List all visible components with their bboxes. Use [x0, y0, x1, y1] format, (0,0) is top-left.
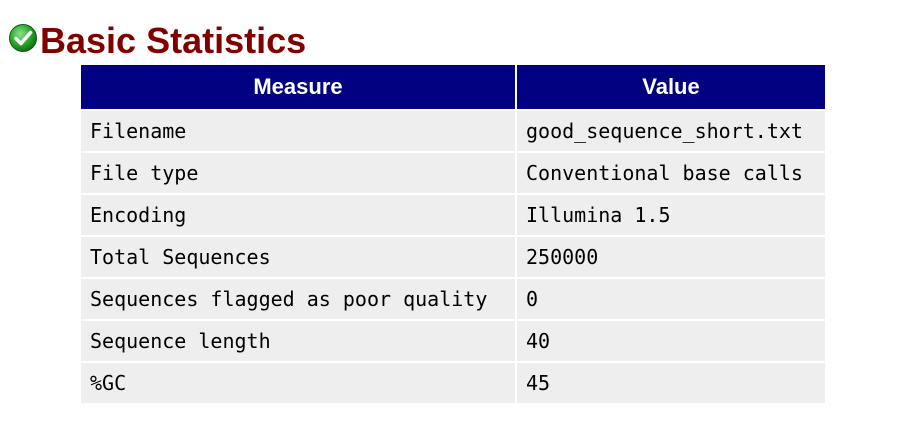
- measure-cell: Encoding: [81, 195, 515, 235]
- module-heading: Basic Statistics: [8, 20, 306, 62]
- value-cell: Illumina 1.5: [517, 195, 825, 235]
- value-cell: 250000: [517, 237, 825, 277]
- value-cell: 40: [517, 321, 825, 361]
- basic-statistics-table: Measure Value Filename good_sequence_sho…: [79, 63, 827, 405]
- table-row: Total Sequences 250000: [81, 237, 825, 277]
- table-header-row: Measure Value: [81, 65, 825, 109]
- measure-cell: Filename: [81, 111, 515, 151]
- table-row: Encoding Illumina 1.5: [81, 195, 825, 235]
- value-cell: good_sequence_short.txt: [517, 111, 825, 151]
- pass-check-icon: [9, 24, 37, 52]
- measure-cell: %GC: [81, 363, 515, 403]
- value-cell: 45: [517, 363, 825, 403]
- value-cell: Conventional base calls: [517, 153, 825, 193]
- table-row: Sequences flagged as poor quality 0: [81, 279, 825, 319]
- measure-cell: Sequences flagged as poor quality: [81, 279, 515, 319]
- column-header-value: Value: [517, 65, 825, 109]
- column-header-measure: Measure: [81, 65, 515, 109]
- value-cell: 0: [517, 279, 825, 319]
- measure-cell: Total Sequences: [81, 237, 515, 277]
- table-row: File type Conventional base calls: [81, 153, 825, 193]
- table-row: Sequence length 40: [81, 321, 825, 361]
- module-title: Basic Statistics: [40, 20, 307, 61]
- table-row: Filename good_sequence_short.txt: [81, 111, 825, 151]
- table-row: %GC 45: [81, 363, 825, 403]
- measure-cell: File type: [81, 153, 515, 193]
- measure-cell: Sequence length: [81, 321, 515, 361]
